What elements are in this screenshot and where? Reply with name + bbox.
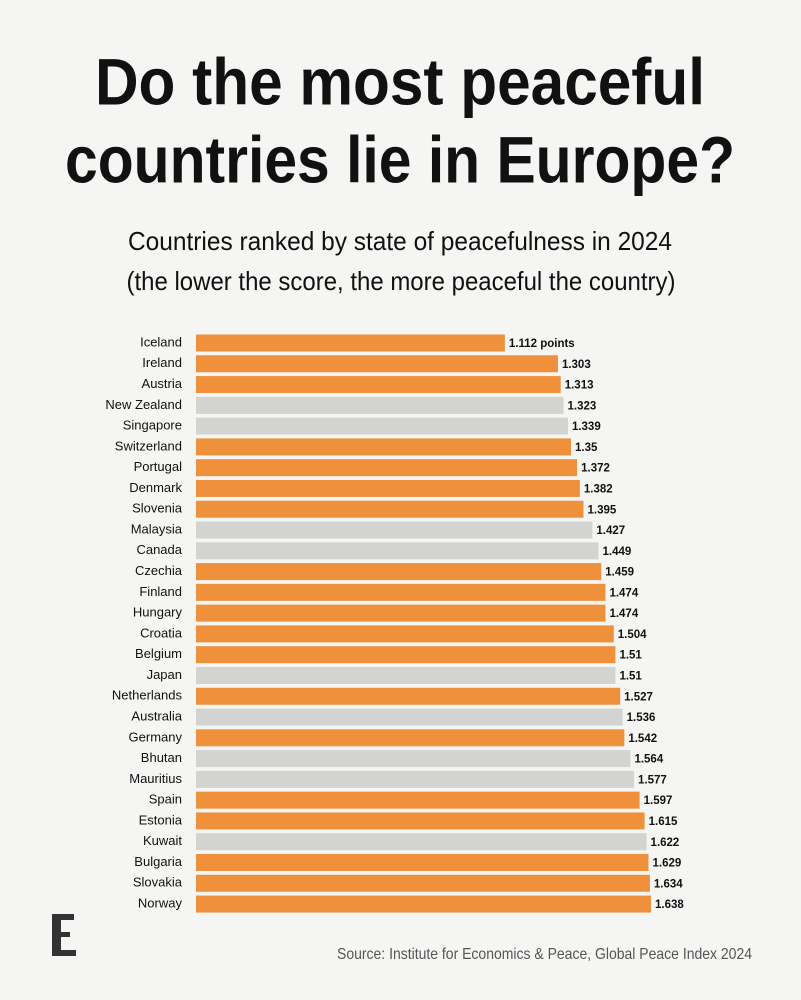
category-label: Bulgaria (134, 854, 182, 869)
category-label: Iceland (140, 334, 182, 349)
value-label: 1.629 (653, 858, 682, 870)
subtitle: (the lower the score, the more peaceful … (127, 266, 676, 296)
category-label: Czechia (135, 563, 183, 578)
category-label: Croatia (140, 625, 183, 640)
category-label: Kuwait (143, 833, 182, 848)
bar (196, 687, 621, 705)
value-label: 1.323 (568, 400, 597, 412)
category-label: Austria (142, 376, 183, 391)
category-label: Germany (129, 729, 183, 744)
category-label: Belgium (135, 646, 182, 661)
category-label: Spain (149, 792, 182, 807)
value-label: 1.51 (619, 671, 642, 683)
value-label: 1.112 points (509, 338, 575, 350)
bar (196, 563, 602, 581)
category-label: Netherlands (112, 688, 183, 703)
category-label: Switzerland (115, 438, 182, 453)
value-label: 1.51 (619, 650, 642, 662)
value-label: 1.527 (624, 691, 653, 703)
category-label: Finland (139, 584, 182, 599)
bar (196, 583, 606, 601)
value-label: 1.427 (596, 525, 625, 537)
value-label: 1.474 (609, 608, 638, 620)
category-label: Slovakia (133, 875, 183, 890)
category-label: Japan (147, 667, 182, 682)
category-label: Mauritius (129, 771, 182, 786)
bar (196, 459, 578, 477)
bar (196, 750, 631, 768)
category-label: Canada (136, 542, 182, 557)
category-label: Denmark (129, 480, 182, 495)
bar (196, 646, 616, 664)
bar (196, 895, 651, 913)
value-label: 1.638 (655, 899, 684, 911)
value-label: 1.577 (638, 774, 667, 786)
bar (196, 708, 623, 726)
value-label: 1.564 (634, 754, 663, 766)
bar (196, 770, 635, 788)
value-label: 1.449 (603, 546, 632, 558)
bar (196, 729, 625, 747)
bar (196, 833, 647, 851)
bar (196, 874, 650, 892)
category-label: Estonia (139, 812, 183, 827)
category-label: New Zealand (105, 397, 182, 412)
value-label: 1.504 (618, 629, 647, 641)
bar (196, 854, 649, 871)
bar (196, 396, 564, 414)
category-label: Australia (131, 708, 182, 723)
category-label: Norway (138, 895, 183, 910)
bar (196, 625, 614, 643)
subtitle: Countries ranked by state of peacefulnes… (128, 226, 672, 256)
bar (196, 417, 568, 435)
bar (196, 479, 580, 497)
value-label: 1.622 (651, 837, 680, 849)
category-label: Portugal (134, 459, 183, 474)
value-label: 1.313 (565, 380, 594, 392)
value-label: 1.536 (627, 712, 656, 724)
category-label: Slovenia (132, 501, 183, 516)
value-label: 1.372 (581, 463, 610, 475)
logo (52, 914, 76, 956)
bar (196, 500, 584, 518)
chart-title: countries lie in Europe? (65, 122, 735, 196)
bar (196, 334, 505, 352)
bar (196, 438, 571, 456)
source: Source: Institute for Economics & Peace,… (337, 946, 752, 963)
bar (196, 604, 606, 622)
value-label: 1.382 (584, 483, 613, 495)
bar (196, 666, 616, 684)
category-label: Malaysia (131, 521, 183, 536)
category-label: Ireland (142, 355, 182, 370)
bar (196, 521, 593, 539)
bar (196, 376, 561, 394)
category-label: Singapore (123, 418, 182, 433)
value-label: 1.303 (562, 359, 591, 371)
value-label: 1.339 (572, 421, 601, 433)
bar (196, 791, 640, 809)
value-label: 1.597 (644, 795, 673, 807)
value-label: 1.395 (588, 504, 617, 516)
value-label: 1.35 (575, 442, 598, 454)
bar (196, 355, 558, 373)
value-label: 1.459 (605, 567, 634, 579)
category-label: Bhutan (141, 750, 182, 765)
bar (196, 542, 599, 560)
value-label: 1.634 (654, 878, 683, 890)
bar (196, 812, 645, 830)
chart-title: Do the most peaceful (95, 44, 705, 118)
value-label: 1.474 (609, 587, 638, 599)
category-label: Hungary (133, 605, 183, 620)
value-label: 1.542 (628, 733, 657, 745)
value-label: 1.615 (649, 816, 678, 828)
